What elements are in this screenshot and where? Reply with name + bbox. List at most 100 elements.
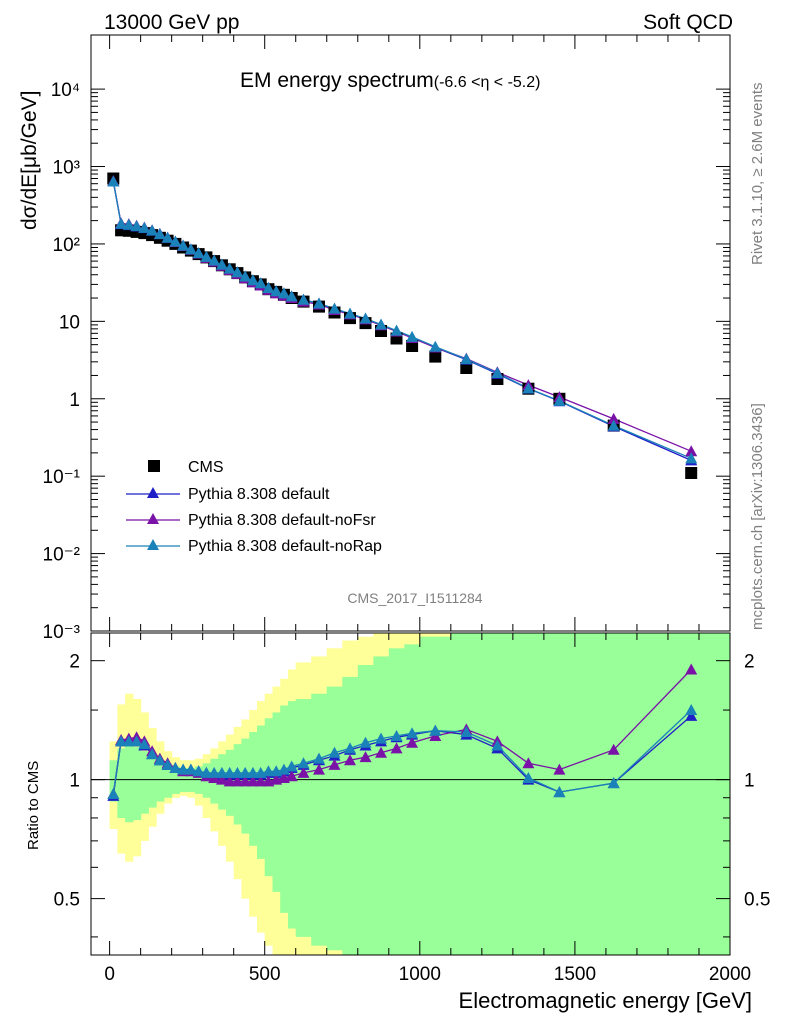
spectrum-ytick-label: 10⁻²: [43, 545, 81, 566]
ratio-point-nofsr: [328, 758, 341, 770]
spectrum-point-norap: [146, 224, 159, 236]
spectrum-point-norap: [130, 220, 143, 232]
ratio-xtick-label: 1000: [399, 964, 441, 985]
spectrum-point-norap: [270, 285, 283, 297]
ratio-point-norap: [390, 729, 403, 741]
ratio-point-nofsr: [344, 754, 357, 766]
spectrum-point-norap: [522, 382, 535, 394]
ratio-point-nofsr: [685, 663, 698, 675]
ratio-xtick-label: 2000: [709, 964, 751, 985]
ratio-bands: [109, 633, 731, 955]
spectrum-point-cms: [429, 350, 442, 363]
ratio-ytick-label-right: 0.5: [744, 890, 770, 911]
spectrum-point-norap: [262, 281, 275, 293]
ratio-point-norap: [246, 766, 259, 778]
ratio-ytick-label: 2: [69, 652, 80, 673]
spectrum-ytick-label: 10⁻¹: [43, 467, 81, 488]
ratio-band-inner: [373, 656, 390, 955]
ratio-point-norap: [312, 752, 325, 764]
spectrum-point-norap: [685, 452, 698, 464]
spectrum-point-norap: [254, 277, 267, 289]
ratio-point-norap: [200, 766, 213, 778]
spectrum-point-cms: [406, 340, 419, 352]
ratio-band-inner: [272, 712, 281, 892]
spectrum-point-norap: [115, 217, 128, 229]
analysis-tag: CMS_2017_I1511284: [347, 590, 482, 606]
spectrum-ytick-label: 10⁴: [51, 80, 80, 101]
ratio-point-nofsr: [312, 763, 325, 775]
spectrum-line-norap: [112, 181, 692, 459]
ratio-band-inner: [132, 746, 142, 821]
ratio-point-nofsr: [231, 775, 244, 787]
ratio-point-norap: [375, 732, 388, 744]
ratio-xtick-label: 500: [249, 964, 281, 985]
spectrum-point-norap: [239, 270, 252, 282]
spectrum-line-nofsr: [112, 180, 692, 452]
ratio-point-nofsr: [406, 736, 419, 748]
legend-nofsr-label: Pythia 8.308 default-noFsr: [188, 512, 376, 529]
ratio-ytick-label-right: 1: [744, 771, 755, 792]
rivet-label: Rivet 3.1.10, ≥ 2.6M events: [749, 83, 766, 266]
spectrum-point-norap: [231, 266, 244, 278]
spectrum-ytick-label: 10²: [53, 235, 80, 256]
spectrum-point-norap: [153, 228, 166, 240]
ratio-point-nofsr: [239, 775, 252, 787]
spectrum-panel: 10⁻³ 10⁻² 10⁻¹ 1 10 10² 10³ 10⁴ EM energy spect…: [18, 34, 731, 643]
mcplots-label: mcplots.cern.ch [arXiv:1306.3436]: [749, 403, 766, 630]
ratio-band-inner: [125, 745, 134, 823]
spectrum-axes: 10⁻³ 10⁻² 10⁻¹ 1 10 10² 10³ 10⁴: [43, 35, 731, 643]
ratio-point-norap: [138, 738, 151, 750]
ratio-data-layer: [91, 663, 730, 801]
spectrum-point-norap: [107, 175, 120, 187]
spectrum-point-norap: [122, 218, 135, 230]
spectrum-data-layer: [107, 172, 698, 479]
ratio-point-norap: [223, 766, 236, 778]
spectrum-point-norap: [200, 250, 213, 262]
ratio-point-norap: [277, 763, 290, 775]
spectrum-point-norap: [177, 239, 190, 251]
ratio-band-inner: [342, 676, 359, 955]
legend-cms-marker: [148, 460, 160, 472]
ratio-point-norap: [429, 724, 442, 736]
spectrum-point-cms: [460, 362, 473, 374]
spectrum-point-norap: [138, 221, 151, 233]
ratio-xtick-label: 0: [104, 964, 115, 985]
ratio-point-norap: [115, 735, 128, 747]
spectrum-point-norap: [161, 231, 174, 243]
ratio-band-inner: [148, 755, 157, 808]
ratio-point-norap: [130, 735, 143, 747]
ratio-band-inner: [288, 701, 297, 929]
ratio-ytick-label-right: 2: [744, 652, 755, 673]
legend: CMS Pythia 8.308 default Pythia 8.308 de…: [126, 459, 382, 555]
spectrum-point-norap: [277, 287, 290, 299]
ratio-point-norap: [161, 758, 174, 770]
ratio-point-default: [685, 709, 698, 721]
ratio-point-norap: [215, 766, 228, 778]
ratio-point-norap: [146, 748, 159, 760]
ratio-band-inner: [404, 644, 421, 955]
spectrum-point-norap: [607, 419, 620, 431]
ratio-point-norap: [522, 771, 535, 783]
spectrum-point-norap: [208, 254, 221, 266]
ratio-band-inner: [163, 763, 173, 798]
ratio-band-inner: [156, 760, 165, 802]
ratio-point-nofsr: [522, 757, 535, 769]
ratio-band-inner: [481, 633, 514, 955]
ratio-ytick-label: 0.5: [54, 890, 80, 911]
spectrum-point-norap: [215, 258, 228, 270]
spectrum-point-norap: [429, 340, 442, 352]
ratio-point-norap: [491, 739, 504, 751]
ratio-point-norap: [297, 757, 310, 769]
ratio-point-norap: [359, 736, 372, 748]
spectrum-point-norap: [297, 293, 310, 305]
spectrum-point-cms: [685, 467, 698, 479]
ratio-frame: [90, 632, 731, 956]
ratio-band-inner: [264, 718, 273, 877]
ratio-point-norap: [122, 735, 135, 747]
ratio-point-norap: [262, 765, 275, 777]
ratio-band-inner: [652, 633, 731, 955]
ratio-band-inner: [280, 705, 289, 913]
spectrum-point-norap: [184, 243, 197, 255]
ratio-band-inner: [109, 760, 118, 802]
